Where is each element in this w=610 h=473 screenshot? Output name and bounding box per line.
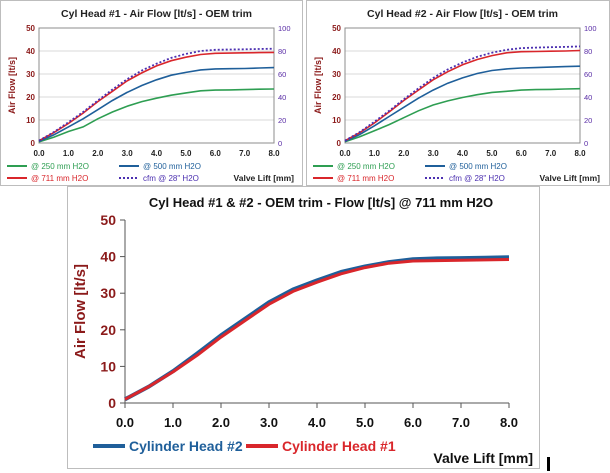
y2-tick-label: 20 bbox=[584, 116, 592, 125]
legend-label: @ 711 mm H2O bbox=[31, 174, 88, 183]
series-line-711-mm-h2o bbox=[344, 49, 581, 142]
x-axis-label: Valve Lift [mm] bbox=[234, 173, 295, 183]
x-tick-label: 1.0 bbox=[369, 149, 381, 158]
y2-tick-label: 40 bbox=[278, 93, 286, 102]
x-tick-label: 2.0 bbox=[92, 149, 104, 158]
x-tick-label: 1.0 bbox=[164, 415, 182, 430]
x-tick-label: 0.0 bbox=[116, 415, 134, 430]
y-tick-label: 40 bbox=[26, 47, 35, 56]
x-tick-label: 5.0 bbox=[356, 415, 374, 430]
x-tick-label: 6.0 bbox=[210, 149, 222, 158]
x-tick-label: 0.0 bbox=[339, 149, 351, 158]
chart-panel-cyl-head-2: Cyl Head #2 - Air Flow [lt/s] - OEM trim… bbox=[306, 0, 610, 186]
x-tick-label: 8.0 bbox=[268, 149, 280, 158]
series-line-500-mm-h2o bbox=[344, 65, 581, 143]
y-tick-label: 10 bbox=[332, 116, 341, 125]
series-line-250-mm-h2o bbox=[344, 87, 581, 143]
x-tick-label: 4.0 bbox=[151, 149, 163, 158]
y-tick-label: 30 bbox=[100, 285, 116, 301]
y-tick-label: 30 bbox=[26, 70, 35, 79]
y2-tick-label: 80 bbox=[584, 47, 592, 56]
x-tick-label: 5.0 bbox=[180, 149, 192, 158]
y-tick-label: 40 bbox=[100, 249, 116, 265]
y-axis-label: Air Flow [lt/s] bbox=[7, 57, 17, 114]
chart-combined-711: Cyl Head #1 & #2 - OEM trim - Flow [lt/s… bbox=[72, 195, 533, 466]
chart-panel-combined: Cyl Head #1 & #2 - OEM trim - Flow [lt/s… bbox=[67, 186, 540, 469]
x-tick-label: 1.0 bbox=[63, 149, 75, 158]
y-tick-label: 0 bbox=[337, 139, 342, 148]
text-cursor bbox=[547, 457, 550, 471]
y2-tick-label: 80 bbox=[278, 47, 286, 56]
y-tick-label: 20 bbox=[26, 93, 35, 102]
series-line-500-mm-h2o bbox=[38, 66, 275, 143]
x-tick-label: 8.0 bbox=[500, 415, 518, 430]
y-tick-label: 50 bbox=[26, 24, 35, 33]
x-tick-label: 5.0 bbox=[486, 149, 498, 158]
legend-label: @ 250 mm H2O bbox=[337, 162, 395, 171]
x-tick-label: 8.0 bbox=[574, 149, 586, 158]
y2-tick-label: 40 bbox=[584, 93, 592, 102]
x-tick-label: 0.0 bbox=[33, 149, 45, 158]
x-tick-label: 7.0 bbox=[452, 415, 470, 430]
y-tick-label: 10 bbox=[100, 358, 116, 374]
y-tick-label: 10 bbox=[26, 116, 35, 125]
y-tick-label: 0 bbox=[108, 395, 116, 411]
x-tick-label: 6.0 bbox=[404, 415, 422, 430]
x-tick-label: 2.0 bbox=[398, 149, 410, 158]
x-tick-label: 2.0 bbox=[212, 415, 230, 430]
x-axis-label: Valve Lift [mm] bbox=[540, 173, 601, 183]
chart-cyl-head-2: Cyl Head #2 - Air Flow [lt/s] - OEM trim… bbox=[313, 8, 601, 183]
x-tick-label: 4.0 bbox=[308, 415, 326, 430]
x-tick-label: 7.0 bbox=[545, 149, 557, 158]
x-tick-label: 3.0 bbox=[122, 149, 134, 158]
y2-tick-label: 60 bbox=[584, 70, 592, 79]
y2-tick-label: 100 bbox=[584, 24, 597, 33]
y-axis-label: Air Flow [lt/s] bbox=[313, 57, 323, 114]
y-tick-label: 20 bbox=[100, 322, 116, 338]
y-tick-label: 20 bbox=[332, 93, 341, 102]
series-line-250-mm-h2o bbox=[38, 88, 275, 143]
x-tick-label: 7.0 bbox=[239, 149, 251, 158]
legend-label: @ 500 mm H2O bbox=[449, 162, 507, 171]
series-line-cfm-28-h2o bbox=[344, 45, 581, 142]
chart-title: Cyl Head #1 & #2 - OEM trim - Flow [lt/s… bbox=[149, 195, 493, 210]
y-axis-label: Air Flow [lt/s] bbox=[72, 264, 89, 359]
x-tick-label: 6.0 bbox=[516, 149, 528, 158]
legend-label: Cylinder Head #2 bbox=[129, 438, 243, 454]
y2-tick-label: 0 bbox=[278, 139, 282, 148]
y-tick-label: 50 bbox=[332, 24, 341, 33]
y2-tick-label: 20 bbox=[278, 116, 286, 125]
y-tick-label: 30 bbox=[332, 70, 341, 79]
y-tick-label: 50 bbox=[100, 212, 116, 228]
x-axis-label: Valve Lift [mm] bbox=[433, 450, 533, 466]
legend-label: @ 500 mm H2O bbox=[143, 162, 201, 171]
y-tick-label: 0 bbox=[31, 139, 36, 148]
y-tick-label: 40 bbox=[332, 47, 341, 56]
plot-area bbox=[344, 27, 581, 144]
y2-tick-label: 100 bbox=[278, 24, 291, 33]
plot-area bbox=[38, 27, 275, 144]
chart-title: Cyl Head #2 - Air Flow [lt/s] - OEM trim bbox=[367, 8, 558, 20]
x-tick-label: 3.0 bbox=[428, 149, 440, 158]
series-line-711-mm-h2o bbox=[38, 51, 275, 142]
legend-label: Cylinder Head #1 bbox=[282, 438, 396, 454]
series-line-cylinder-head-1 bbox=[124, 258, 510, 401]
legend-label: @ 250 mm H2O bbox=[31, 162, 89, 171]
series-line-cfm-28-h2o bbox=[38, 47, 275, 142]
legend-label: cfm @ 28" H2O bbox=[143, 174, 199, 183]
y2-tick-label: 0 bbox=[584, 139, 588, 148]
series-line-cylinder-head-2 bbox=[124, 255, 510, 402]
chart-cyl-head-1: Cyl Head #1 - Air Flow [lt/s] - OEM trim… bbox=[7, 8, 295, 183]
y2-tick-label: 60 bbox=[278, 70, 286, 79]
chart-panel-cyl-head-1: Cyl Head #1 - Air Flow [lt/s] - OEM trim… bbox=[0, 0, 303, 186]
x-tick-label: 4.0 bbox=[457, 149, 469, 158]
chart-title: Cyl Head #1 - Air Flow [lt/s] - OEM trim bbox=[61, 8, 252, 20]
legend-label: cfm @ 28" H2O bbox=[449, 174, 505, 183]
legend-label: @ 711 mm H2O bbox=[337, 174, 394, 183]
x-tick-label: 3.0 bbox=[260, 415, 278, 430]
